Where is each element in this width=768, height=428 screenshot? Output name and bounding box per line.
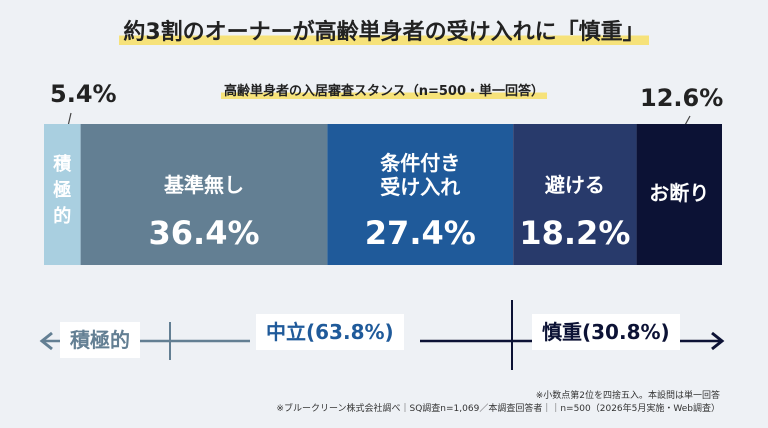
scale-label-cautious: 慎重(30.8%) xyxy=(532,314,680,350)
bar-label-0-0: 積 xyxy=(52,153,72,175)
bar-label-0-2: 的 xyxy=(53,205,71,227)
bar-label-4-0: お断り xyxy=(649,181,709,205)
scale-label-neutral: 中立(63.8%) xyxy=(256,314,404,350)
bar-value-3: 18.2% xyxy=(519,214,630,252)
callout-refuse-value: 12.6% xyxy=(640,84,724,112)
bar-label-3-0: 避ける xyxy=(545,173,605,197)
bar-value-1: 36.4% xyxy=(149,214,260,252)
callout-positive-value: 5.4% xyxy=(50,80,117,108)
bar-label-2-1: 受け入れ xyxy=(380,175,460,199)
chart-title: 約3割のオーナーが高齢単身者の受け入れに「慎重」 xyxy=(0,14,768,46)
left-arrow-icon xyxy=(39,331,53,351)
bar-label-2-0: 条件付き xyxy=(380,151,460,175)
bar-segment-3 xyxy=(513,124,637,265)
scale-label-positive: 積極的 xyxy=(60,322,140,358)
bar-segment-4 xyxy=(636,124,722,265)
bar-label-1-0: 基準無し xyxy=(164,173,244,197)
right-arrow-icon xyxy=(711,331,725,351)
bar-label-0-1: 極 xyxy=(53,179,71,201)
footnote-rounding: ※小数点第2位を四捨五入。本設問は単一回答 xyxy=(535,391,720,401)
bar-segment-2 xyxy=(327,124,514,265)
chart-subtitle: 高齢単身者の入居審査スタンス（n=500・単一回答） xyxy=(0,80,768,99)
footnote-source: ※ブルークリーン株式会社調べ｜SQ調査n=1,069／本調査回答者｜｜n=500… xyxy=(276,404,720,414)
bar-segment-0 xyxy=(44,124,81,265)
bar-value-2: 27.4% xyxy=(365,214,476,252)
bar-segment-1 xyxy=(80,124,328,265)
